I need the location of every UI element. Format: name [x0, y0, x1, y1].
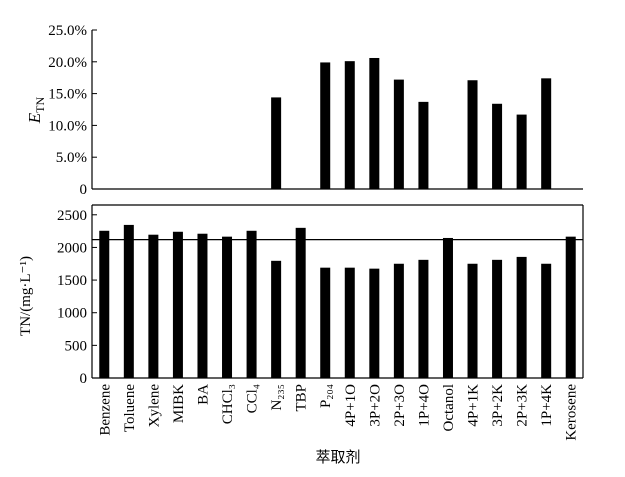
x-tick-label: 3P+2O: [367, 384, 383, 427]
bar: [418, 259, 429, 378]
bar: [467, 80, 478, 189]
bar: [271, 97, 282, 189]
bar: [197, 233, 208, 378]
bar: [148, 234, 159, 378]
bar: [271, 260, 282, 378]
y-tick-label: 1500: [57, 273, 87, 289]
bar: [222, 236, 233, 378]
bar: [123, 224, 134, 378]
y-axis-label: ETN: [25, 96, 47, 124]
x-tick-label: 3P+2K: [490, 384, 506, 427]
bar: [418, 101, 429, 189]
bar: [320, 62, 331, 189]
bar: [246, 230, 257, 378]
bar: [393, 79, 404, 189]
bar: [320, 267, 331, 378]
y-tick-label: 500: [65, 338, 88, 354]
x-tick-label: 4P+1K: [466, 384, 482, 427]
bar: [369, 268, 380, 378]
bar: [565, 236, 576, 378]
bar: [516, 114, 527, 189]
bar: [172, 231, 183, 378]
bar: [541, 263, 552, 378]
bar: [492, 103, 503, 189]
y-tick-label: 0: [80, 182, 88, 198]
y-label-main: E: [25, 112, 44, 124]
x-tick-label: Xylene: [146, 384, 162, 428]
bar: [99, 230, 110, 378]
bar: [541, 78, 552, 189]
x-tick-label: N₂₃₅: [269, 384, 285, 411]
x-axis-label: 萃取剂: [315, 448, 360, 466]
x-tick-label: Kerosene: [564, 384, 580, 441]
x-tick-label: 2P+3K: [515, 384, 531, 427]
x-tick-label: 4P+1O: [343, 384, 359, 427]
bar: [369, 57, 380, 189]
y-axis-label: TN/(mg·L⁻¹): [18, 256, 34, 336]
x-tick-label: P₂₀₄: [318, 384, 334, 408]
y-tick-label: 5.0%: [56, 150, 87, 166]
x-tick-label: Benzene: [97, 384, 113, 436]
y-tick-label: 15.0%: [48, 87, 87, 103]
x-tick-label: CCl₄: [245, 384, 261, 413]
y-tick-label: 10.0%: [48, 118, 87, 134]
bar: [516, 256, 527, 378]
bar: [295, 227, 306, 378]
bar: [344, 61, 355, 189]
bar: [467, 263, 478, 378]
bar: [492, 259, 503, 378]
x-tick-label: 1P+4O: [416, 384, 432, 427]
x-tick-label: Octanol: [441, 384, 457, 431]
y-tick-label: 0: [80, 371, 88, 387]
x-tick-label: 2P+3O: [392, 384, 408, 427]
x-tick-label: BA: [195, 384, 211, 405]
bar: [442, 237, 453, 378]
x-tick-label: Toluene: [122, 384, 138, 432]
x-tick-label: 1P+4K: [539, 384, 555, 427]
y-tick-label: 2000: [57, 240, 87, 256]
y-tick-label: 2500: [57, 208, 87, 224]
x-tick-label: MIBK: [171, 384, 187, 423]
bar: [393, 263, 404, 378]
x-tick-label: CHCl₃: [220, 384, 236, 424]
y-label-sub: TN: [33, 96, 47, 112]
y-tick-label: 1000: [57, 306, 87, 322]
y-tick-label: 20.0%: [48, 55, 87, 71]
bar: [344, 267, 355, 378]
x-tick-label: TBP: [294, 384, 310, 412]
y-tick-label: 25.0%: [48, 23, 87, 39]
